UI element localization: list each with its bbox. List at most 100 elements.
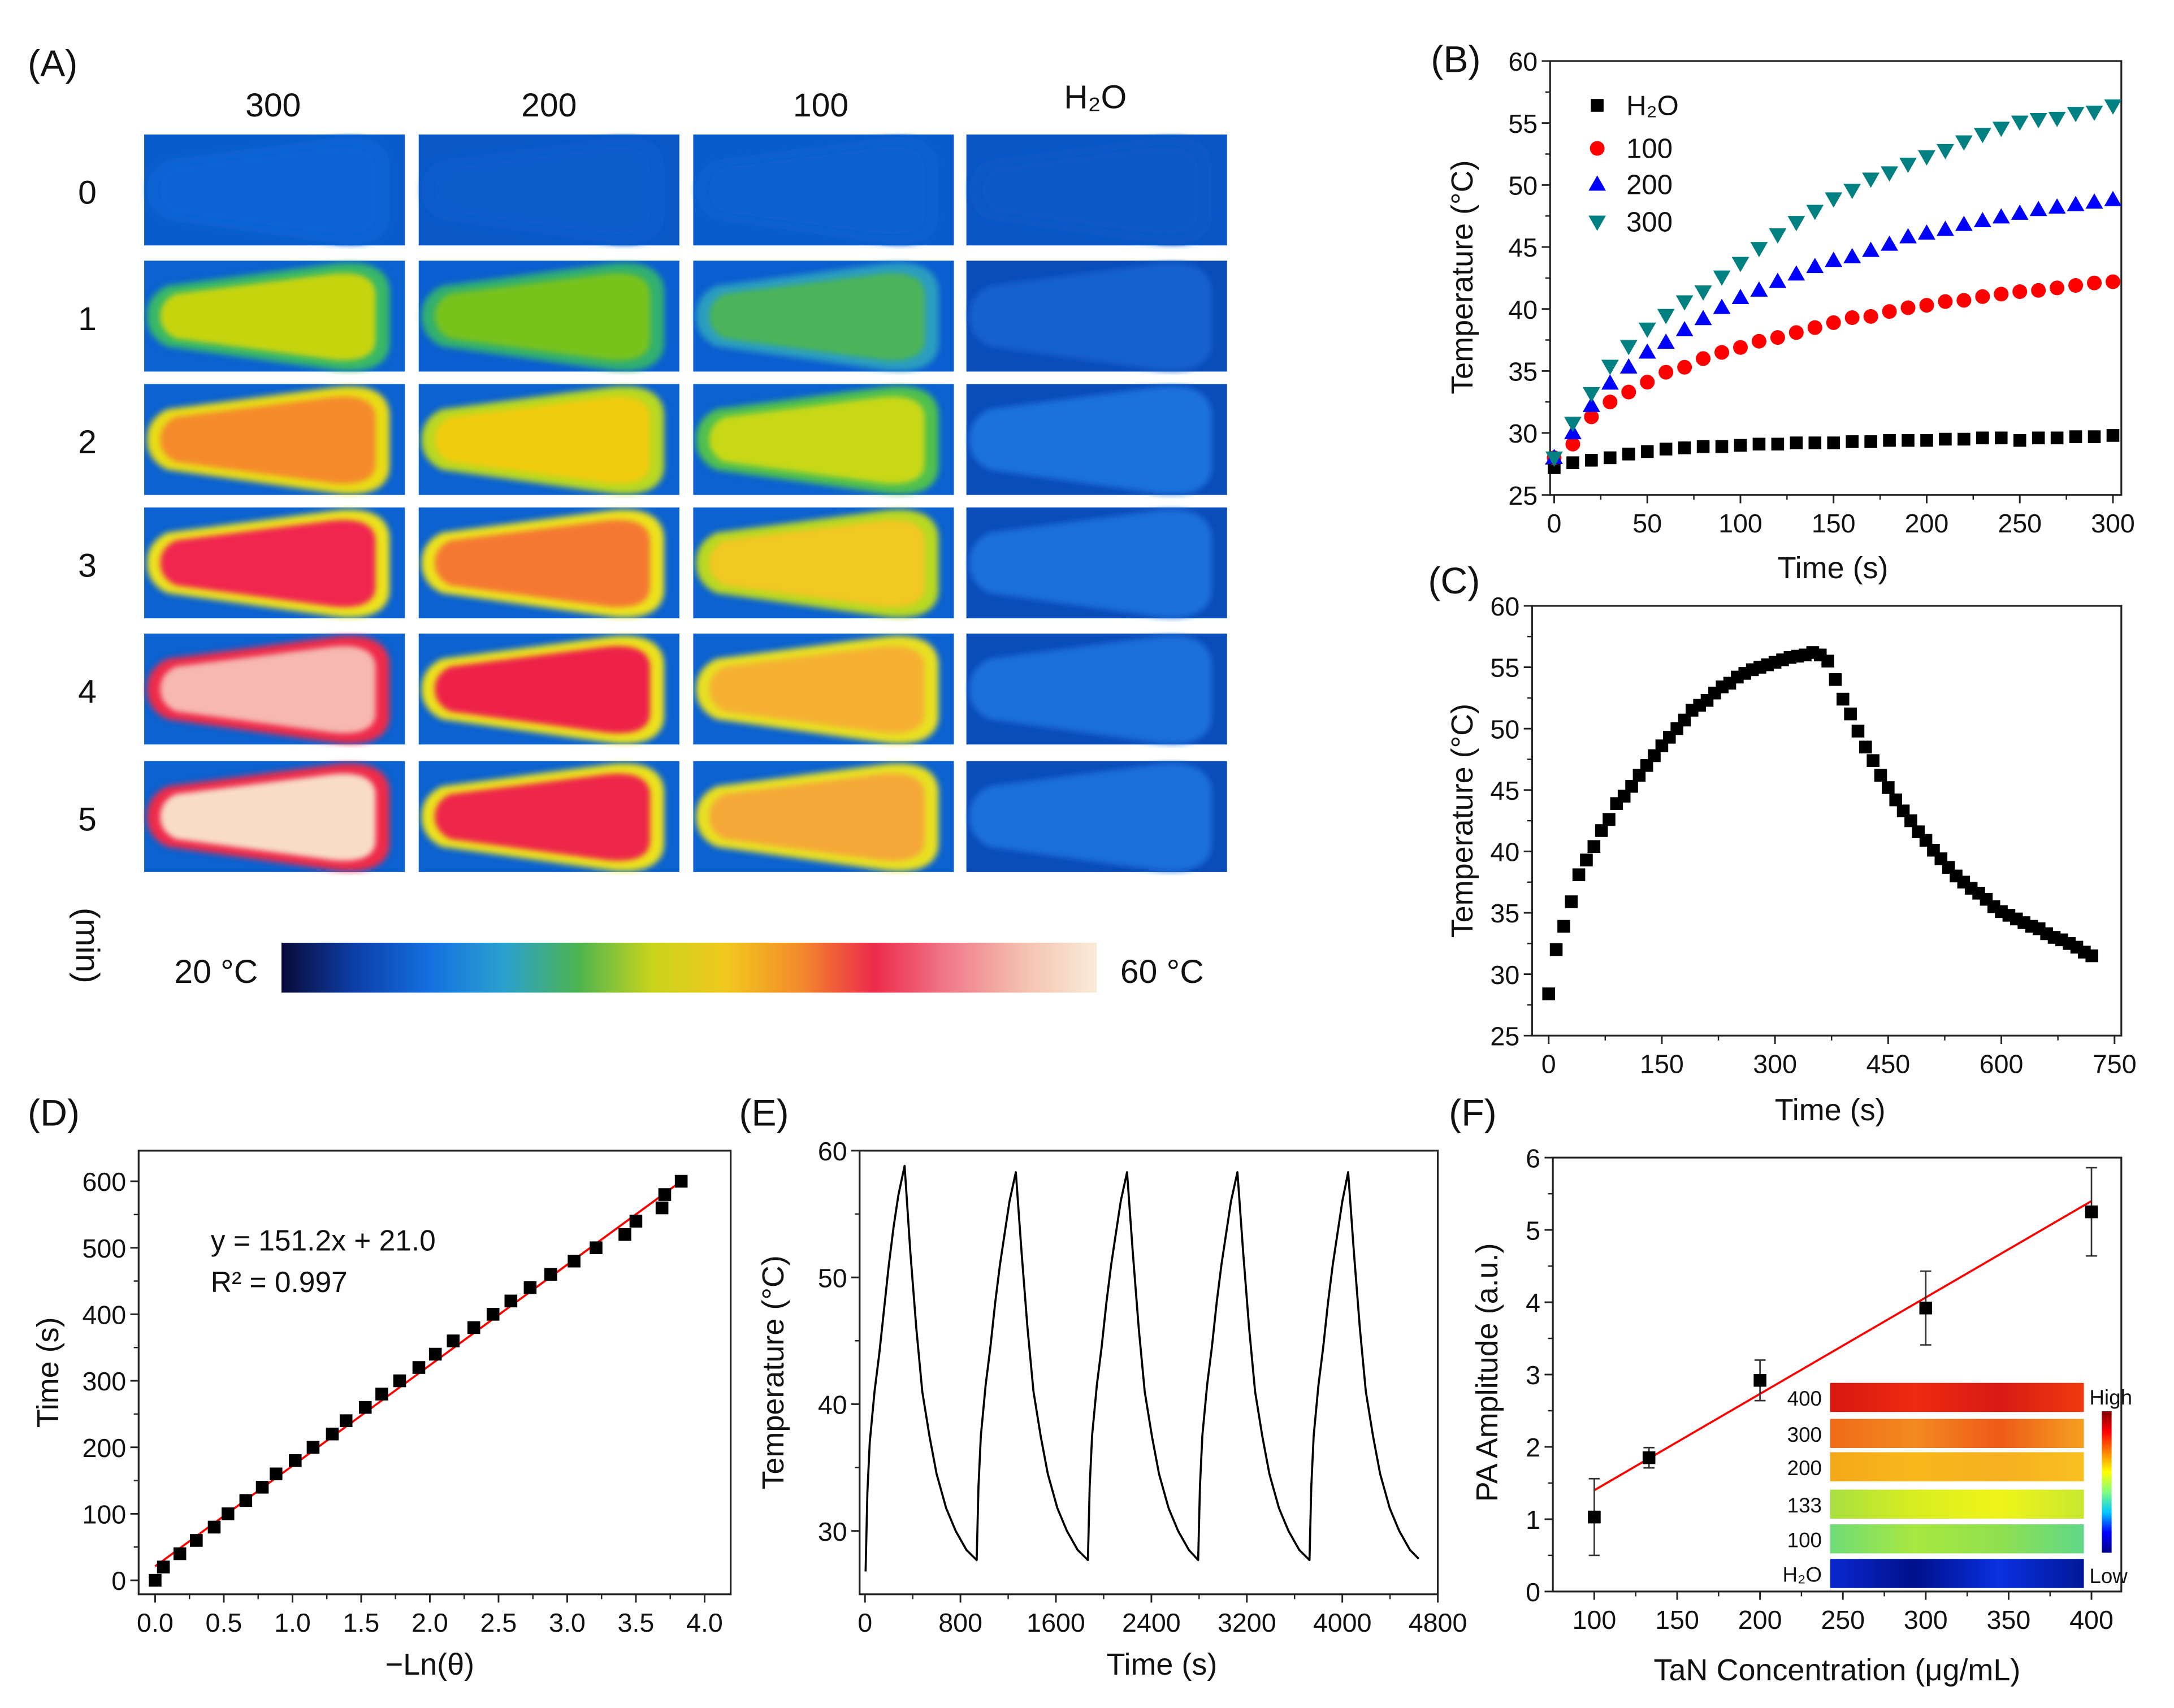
c-data-point	[1882, 781, 1895, 794]
b-data-point	[1734, 439, 1747, 452]
panel-label-a: (A)	[28, 43, 77, 85]
d-data-point	[190, 1534, 203, 1547]
c-data-point	[1904, 814, 1917, 827]
tube-heat-region	[982, 646, 1198, 734]
b-data-point	[1565, 436, 1580, 452]
b-data-point	[1731, 257, 1749, 272]
d-data-point	[326, 1427, 339, 1441]
tube-heat-region	[160, 773, 376, 861]
b-axes-frame	[1549, 60, 2123, 496]
thermal-tile	[144, 384, 405, 495]
b-data-point	[1601, 374, 1619, 390]
d-y-tick-label: 600	[82, 1167, 126, 1197]
d-data-point	[467, 1321, 480, 1334]
c-data-point	[1889, 793, 1902, 807]
d-data-point	[207, 1520, 221, 1534]
panel-label-c: (C)	[1428, 560, 1480, 602]
b-data-point	[1920, 433, 1933, 447]
b-data-point	[1883, 433, 1896, 447]
b-data-point	[1714, 345, 1730, 360]
e-axes-frame	[859, 1150, 1439, 1596]
thermal-tile	[693, 384, 954, 495]
pa-image-strip	[1830, 1419, 2084, 1449]
b-data-point	[2048, 198, 2066, 214]
b-data-point	[1770, 330, 1785, 345]
b-data-point	[1936, 144, 1954, 159]
tube-heat-region	[160, 646, 376, 734]
e-x-tick-label: 0	[858, 1608, 872, 1637]
b-data-point	[1638, 343, 1656, 359]
colorbar-min-label: 20 °C	[174, 953, 258, 990]
b-legend-label: 300	[1626, 207, 1673, 238]
b-data-point	[1713, 298, 1731, 314]
b-data-point	[1899, 228, 1917, 244]
b-data-point	[2088, 430, 2101, 443]
d-data-point	[339, 1414, 353, 1427]
column-header-h2o: H₂O	[1064, 79, 1127, 115]
d-data-point	[358, 1401, 372, 1414]
f-y-tick-label: 5	[1526, 1216, 1540, 1245]
b-data-point	[2031, 283, 2046, 298]
b-data-point	[2029, 113, 2047, 129]
b-data-point	[1657, 333, 1675, 349]
f-data-point	[1919, 1302, 1933, 1315]
b-data-point	[1601, 359, 1619, 375]
f-x-tick-label: 300	[1904, 1605, 1948, 1635]
d-data-point	[523, 1281, 537, 1294]
f-y-tick-label: 2	[1526, 1433, 1540, 1462]
b-x-axis-title: Time (s)	[1778, 551, 1889, 585]
b-data-point	[1545, 451, 1563, 467]
b-x-tick-label: 50	[1632, 509, 1662, 538]
thermal-tile	[966, 261, 1227, 372]
b-data-point	[1806, 258, 1824, 274]
b-data-point	[1846, 435, 1859, 448]
b-data-point	[1713, 270, 1731, 286]
b-data-point	[2013, 433, 2026, 447]
b-data-point	[1899, 158, 1917, 173]
b-data-point	[1955, 215, 1973, 231]
pa-image-strip	[1830, 1452, 2084, 1481]
tube-heat-region	[709, 519, 925, 608]
b-data-point	[1807, 320, 1822, 335]
c-data-point	[1580, 853, 1593, 866]
row-label-2: 2	[78, 424, 97, 461]
f-y-tick-label: 3	[1526, 1360, 1540, 1390]
b-y-tick-label: 60	[1508, 47, 1538, 76]
b-data-point	[1790, 436, 1803, 449]
row-label-0: 0	[78, 175, 97, 211]
f-data-point	[1642, 1451, 1656, 1464]
d-x-tick-label: 0.0	[137, 1608, 174, 1637]
thermal-tile	[144, 761, 405, 872]
b-data-point	[1788, 325, 1804, 340]
b-data-point	[2068, 278, 2084, 293]
d-data-point	[504, 1294, 518, 1308]
d-series-0	[149, 1174, 688, 1587]
b-series-H₂O	[1548, 429, 2120, 474]
b-data-point	[1827, 436, 1840, 449]
b-y-axis-title: Temperature (°C)	[1445, 160, 1479, 394]
f-y-axis-title: PA Amplitude (a.u.)	[1470, 1243, 1504, 1502]
tube-heat-region	[982, 519, 1198, 608]
b-series-100	[1547, 274, 2120, 465]
c-y-tick-label: 50	[1490, 714, 1519, 744]
c-data-point	[1844, 707, 1857, 721]
d-y-tick-label: 200	[82, 1433, 126, 1463]
f-data-point	[1588, 1510, 1601, 1524]
b-data-point	[1696, 440, 1710, 453]
f-y-tick-label: 6	[1526, 1143, 1540, 1173]
tube-heat-region	[709, 396, 925, 484]
d-data-point	[568, 1254, 581, 1268]
tube-heat-region	[709, 646, 925, 734]
panel-label-d: (D)	[28, 1093, 80, 1134]
tube-heat-region	[709, 273, 925, 361]
tube-heat-region	[709, 147, 925, 235]
chart-e: 0 800 1600 2400 3200 4000 4800 30 40 50 60	[818, 1137, 1467, 1637]
pa-colorbar	[2102, 1411, 2112, 1553]
b-data-point	[1958, 432, 1971, 446]
thermal-tile	[693, 134, 954, 246]
c-data-point	[1549, 943, 1563, 956]
b-data-point	[2012, 284, 2028, 299]
thermal-tile	[966, 507, 1227, 619]
d-y-axis-title: Time (s)	[31, 1317, 65, 1428]
c-data-point	[1617, 790, 1631, 803]
